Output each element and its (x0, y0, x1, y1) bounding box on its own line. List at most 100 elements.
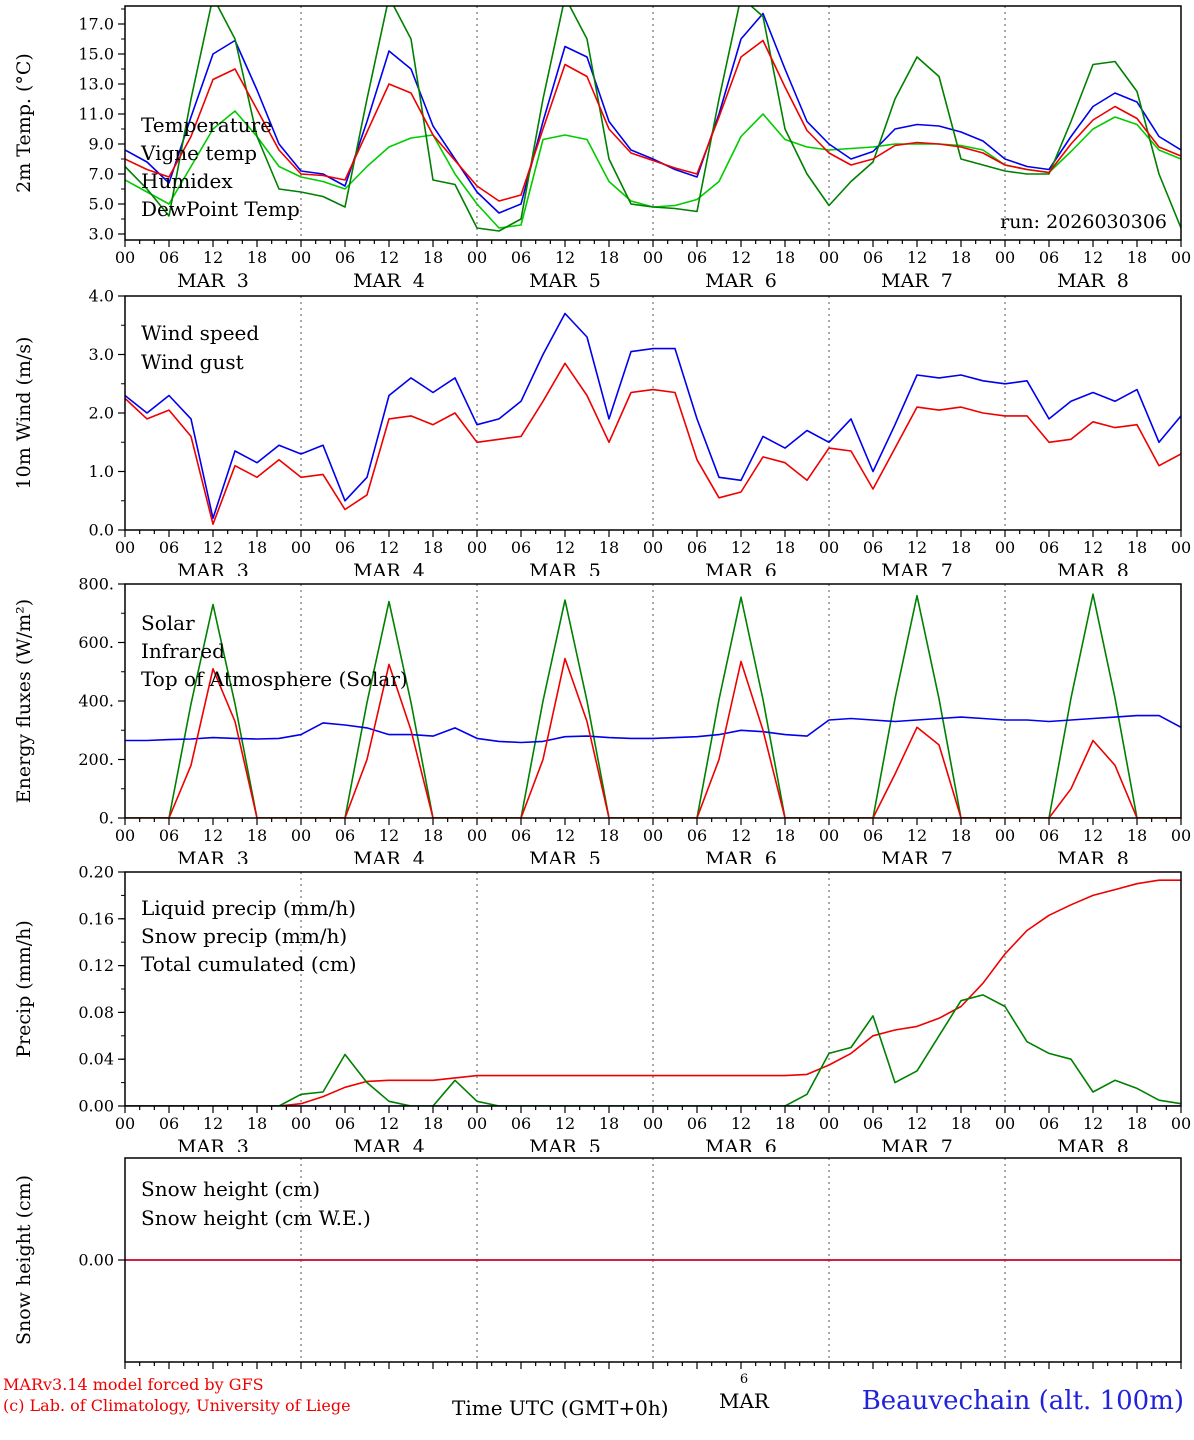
series-temperature (125, 39, 1181, 202)
wind-panel: 00 06 12 18 00 06 12 18 00 06 12 18 00 06 12 18 00 06 12 18… (0, 288, 1194, 576)
x-tick-label: 12 (731, 248, 751, 267)
x-tick-label: 12 (731, 1114, 751, 1133)
y-axis-title: 10m Wind (m/s) (13, 337, 35, 490)
day-label: MAR 7 (881, 1136, 953, 1152)
y-tick-label: 2.0 (89, 404, 114, 423)
y-axis-title: Snow height (cm) (13, 1175, 35, 1345)
x-tick-label: 18 (423, 1114, 443, 1133)
x-tick-label: 00 (819, 1114, 839, 1133)
x-tick-label: 00 (995, 248, 1015, 267)
series-total-cumulated-cm (125, 879, 1181, 1106)
y-tick-label: 15.0 (78, 45, 114, 64)
x-tick-label: 18 (951, 1114, 971, 1133)
legend-wind-speed: Wind speed (141, 321, 259, 345)
x-tick-label: 18 (247, 248, 267, 267)
x-tick-label: 18 (423, 248, 443, 267)
x-tick-label: 00 (291, 1114, 311, 1133)
run-annotation: run: 2026030306 (1000, 211, 1167, 233)
x-tick-label: 12 (1083, 538, 1103, 557)
y-tick-label: 1.0 (89, 462, 114, 481)
x-tick-label: 06 (335, 826, 355, 845)
x-tick-label: 06 (511, 248, 531, 267)
x-tick-label: 00 (115, 1114, 135, 1133)
x-tick-label: 12 (907, 248, 927, 267)
legend-vigne-temp: Vigne temp (140, 141, 257, 165)
x-tick-label: 12 (907, 538, 927, 557)
x-tick-label: 00 (995, 1114, 1015, 1133)
x-tick-label: 12 (379, 1114, 399, 1133)
y-tick-label: 200. (78, 750, 114, 769)
x-tick-label: 00 (995, 826, 1015, 845)
x-tick-label: 00 (819, 248, 839, 267)
y-tick-label: 3.0 (89, 345, 114, 364)
time-axis-caption: Time UTC (GMT+0h) (452, 1396, 669, 1420)
y-tick-label: 0.20 (78, 864, 114, 882)
x-tick-label: 12 (555, 1114, 575, 1133)
precip-panel: 00 06 12 18 00 06 12 18 00 06 12 18 00 06 12 18 00 06 12 18… (0, 864, 1194, 1152)
x-tick-label: 12 (555, 826, 575, 845)
day-label: MAR 3 (177, 270, 249, 288)
x-tick-label: 06 (159, 538, 179, 557)
day-label: MAR 7 (881, 848, 953, 864)
y-axis-title: Energy fluxes (W/m²) (13, 599, 35, 803)
y-tick-label: 5.0 (89, 195, 114, 214)
legend-infrared: Infrared (141, 639, 225, 663)
y-tick-label: 0.00 (78, 1251, 114, 1270)
x-tick-label: 18 (1127, 248, 1147, 267)
day-label: MAR 4 (353, 560, 425, 576)
x-tick-label: 12 (203, 826, 223, 845)
x-tick-label: 00 (467, 1114, 487, 1133)
x-tick-label: 06 (159, 248, 179, 267)
x-tick-label: 00 (291, 248, 311, 267)
y-tick-label: 800. (78, 576, 114, 594)
x-tick-label: 18 (423, 826, 443, 845)
y-tick-label: 7.0 (89, 165, 114, 184)
x-tick-label: 18 (951, 538, 971, 557)
y-tick-label: 400. (78, 692, 114, 711)
day-label: MAR 6 (705, 560, 777, 576)
x-tick-label: 06 (335, 538, 355, 557)
x-tick-label: 00 (467, 538, 487, 557)
y-tick-label: 17.0 (78, 15, 114, 34)
day-label: MAR 8 (1057, 848, 1129, 864)
x-tick-label: 18 (599, 1114, 619, 1133)
x-tick-label: 00 (643, 1114, 663, 1133)
x-tick-label: 12 (731, 826, 751, 845)
x-tick-label: 12 (907, 1114, 927, 1133)
day-label: MAR 6 (705, 1136, 777, 1152)
day-label: MAR 4 (353, 1136, 425, 1152)
x-tick-label: 00 (1171, 248, 1191, 267)
x-tick-label: 06 (687, 1114, 707, 1133)
y-tick-label: 0.0 (89, 521, 114, 540)
y-axis-title: Precip (mm/h) (13, 920, 35, 1058)
x-tick-label: 12 (1083, 248, 1103, 267)
x-tick-label: 18 (599, 248, 619, 267)
x-tick-label: 06 (1039, 826, 1059, 845)
day-label: MAR 6 (705, 270, 777, 288)
x-tick-label: 06 (511, 826, 531, 845)
x-tick-label: 06 (687, 826, 707, 845)
x-tick-label: 18 (1127, 1114, 1147, 1133)
x-tick-label: 06 (1039, 248, 1059, 267)
x-tick-label: 00 (819, 826, 839, 845)
x-tick-label: 18 (775, 826, 795, 845)
x-tick-label: 12 (555, 248, 575, 267)
day-label: MAR 4 (353, 848, 425, 864)
day-label: MAR 5 (529, 1136, 601, 1152)
x-tick-label: 06 (687, 248, 707, 267)
x-tick-label: 06 (863, 538, 883, 557)
x-tick-label: 00 (115, 538, 135, 557)
legend-liquid-precip-mm-h: Liquid precip (mm/h) (141, 896, 356, 920)
series-humidex (125, 12, 1181, 214)
x-tick-label: 06 (335, 248, 355, 267)
x-tick-label: 18 (951, 248, 971, 267)
x-tick-label: 12 (1083, 826, 1103, 845)
legend-top-of-atmosphere-solar: Top of Atmosphere (Solar) (141, 667, 408, 691)
x-tick-label: 18 (423, 538, 443, 557)
x-tick-label: 12 (379, 248, 399, 267)
x-tick-label: 06 (863, 1114, 883, 1133)
wind-chart: 00 06 12 18 00 06 12 18 00 06 12 18 00 06 12 18 00 06 12 18… (13, 288, 1191, 576)
day-label: MAR 3 (177, 1136, 249, 1152)
y-tick-label: 0.00 (78, 1097, 114, 1116)
